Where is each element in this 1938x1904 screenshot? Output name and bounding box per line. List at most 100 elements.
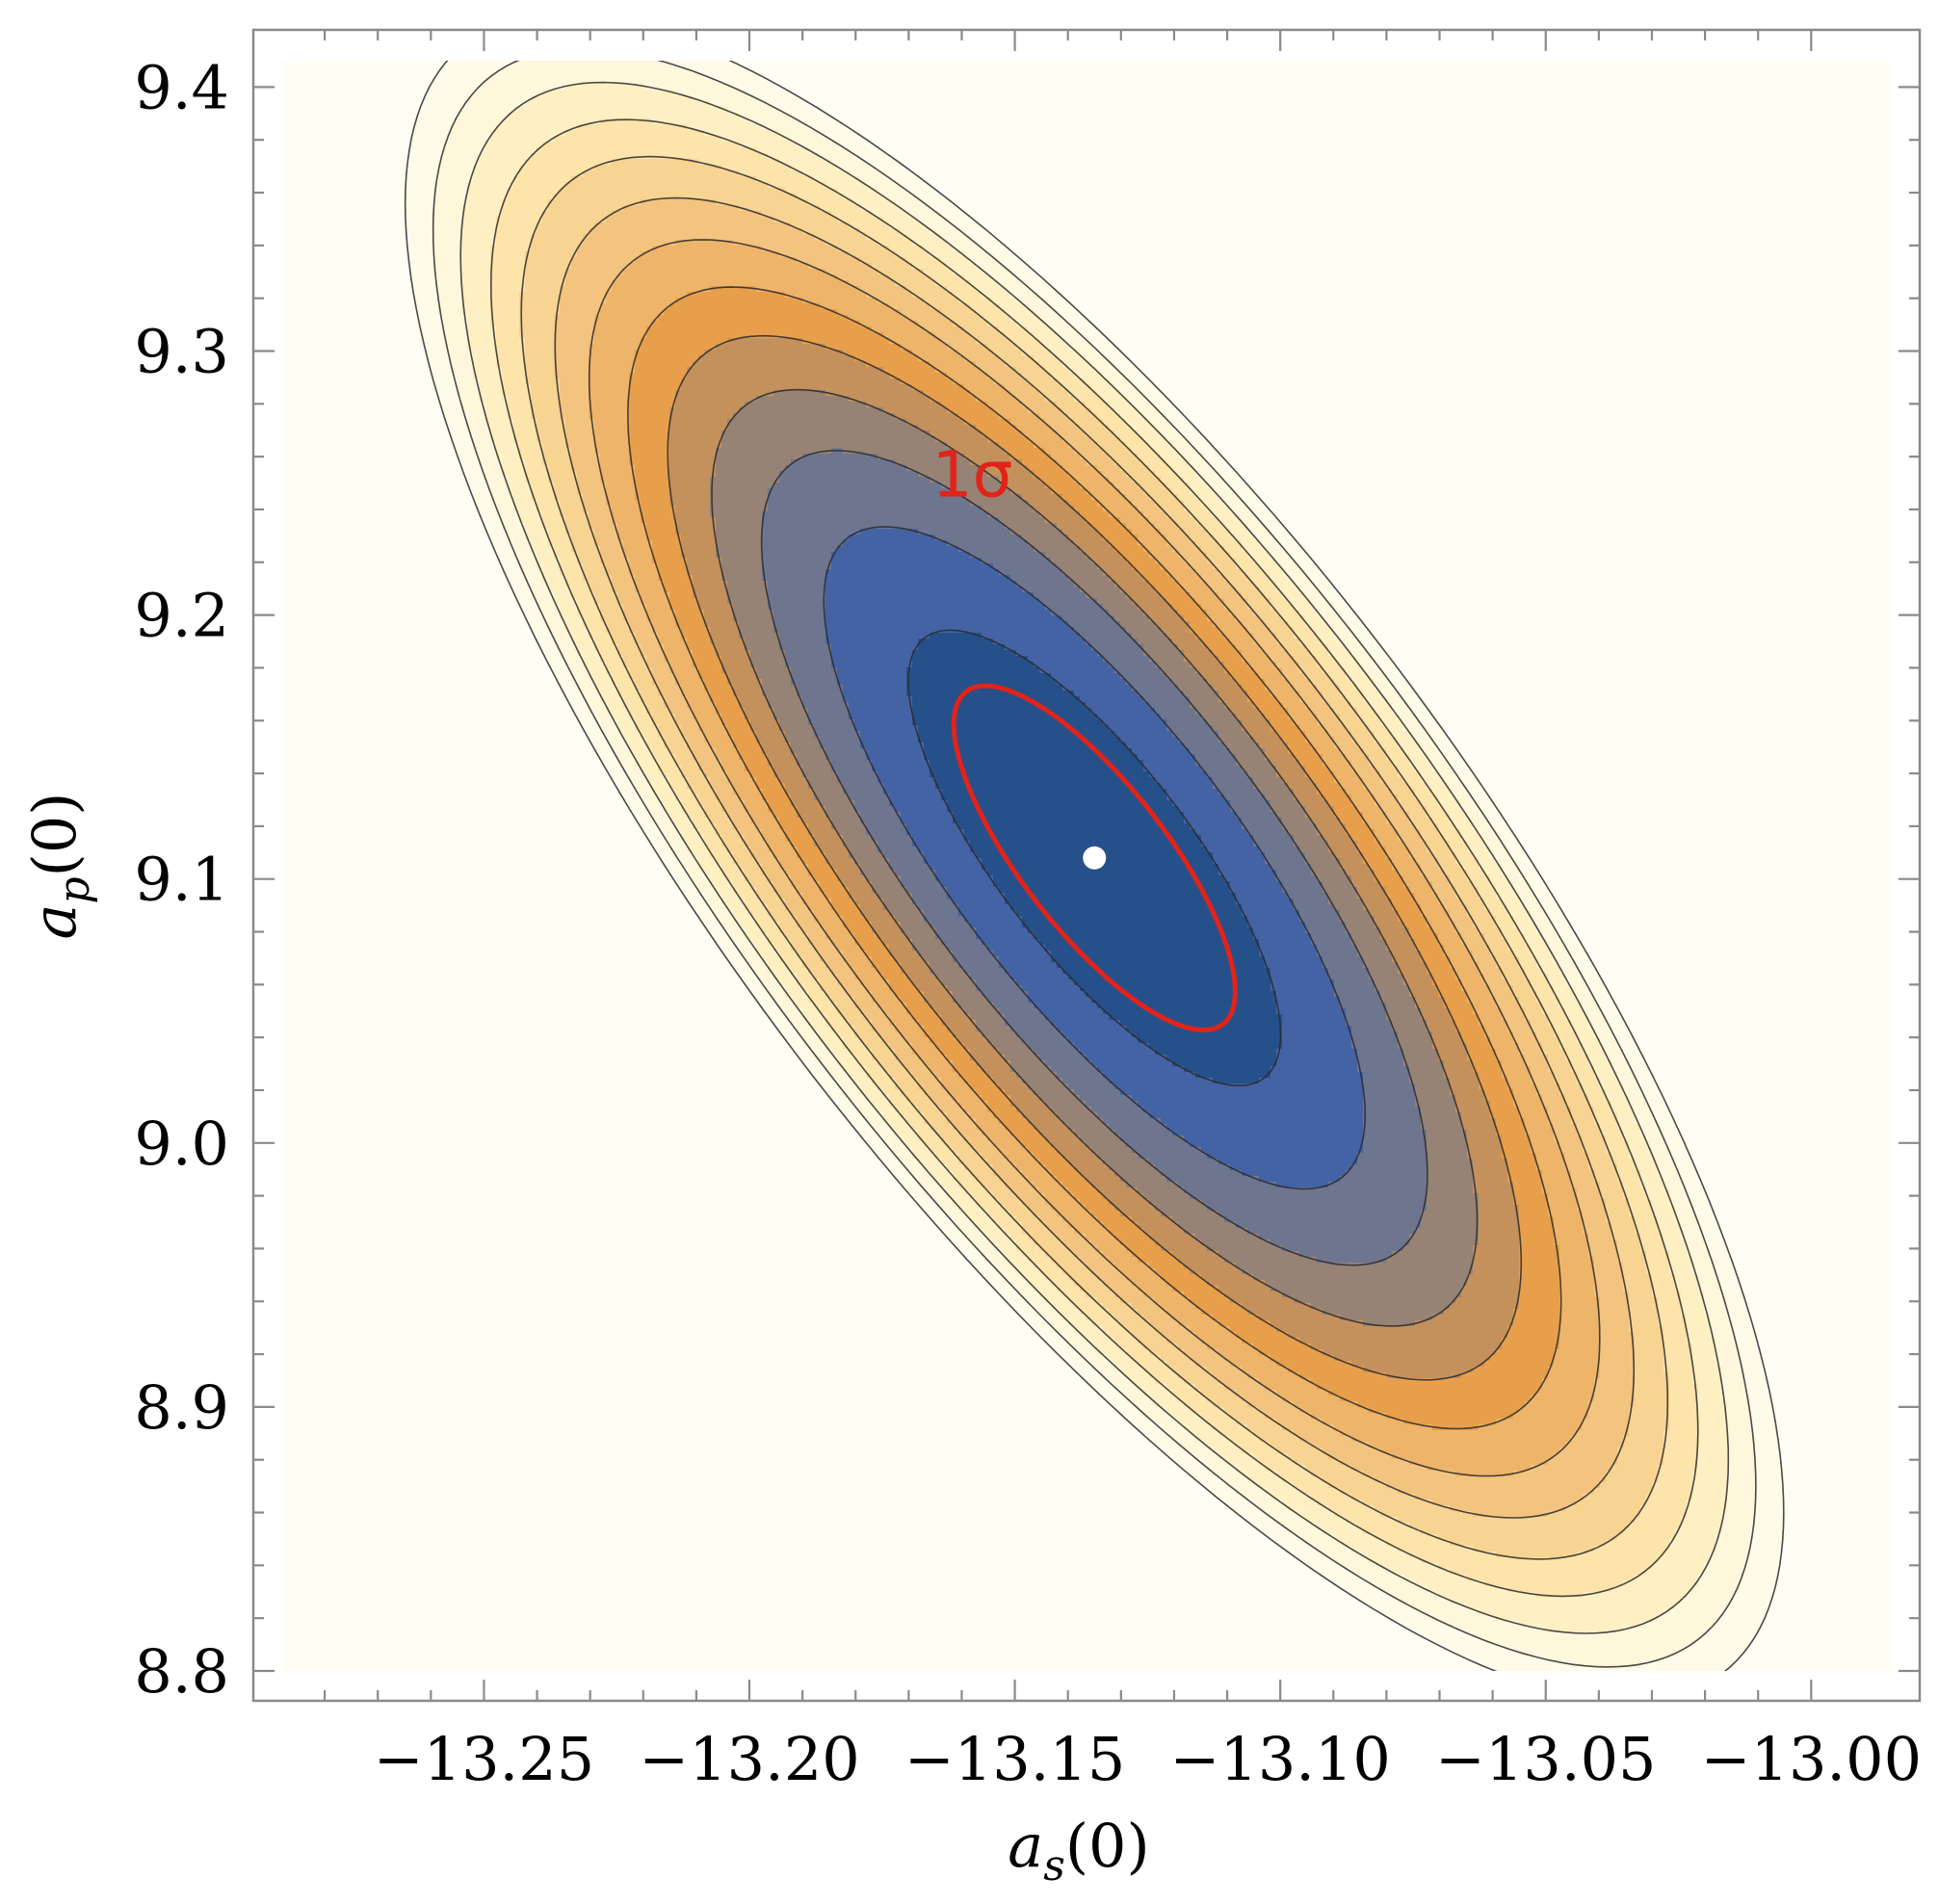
contour-band-2 [1363, 1107, 1422, 1113]
contour-band-11 [1721, 1378, 1745, 1385]
contour-band-8 [646, 708, 670, 715]
contour-band-7 [1184, 558, 1208, 564]
contour-band-12 [1253, 511, 1277, 518]
contour-band-3 [721, 569, 763, 576]
contour-band-10 [1548, 979, 1566, 986]
contour-band-3 [779, 719, 809, 726]
contour-band-13 [1750, 1315, 1891, 1321]
contour-band-5 [895, 991, 925, 998]
contour-band-13 [282, 1153, 878, 1160]
contour-band-9 [1178, 494, 1196, 501]
contour-band-10 [1658, 1222, 1682, 1229]
contour-band-4 [1010, 1095, 1040, 1102]
contour-band-7 [958, 1130, 982, 1136]
plot-area [282, 61, 1891, 1671]
contour-band-11 [1288, 575, 1312, 582]
contour-band-6 [970, 390, 1011, 397]
contour-band-3 [1357, 951, 1393, 957]
contour-band-6 [1207, 610, 1231, 616]
contour-band-2 [866, 829, 907, 836]
contour-band-9 [681, 806, 705, 813]
contour-band-0 [912, 656, 1029, 663]
contour-band-10 [1062, 361, 1092, 368]
contour-band-3 [1213, 725, 1243, 732]
contour-band-1 [843, 696, 913, 703]
contour-band-8 [1178, 1372, 1214, 1379]
contour-band-9 [958, 298, 994, 304]
contour-band-10 [1687, 1315, 1711, 1321]
contour-band-10 [537, 563, 561, 570]
contour-band-4 [727, 679, 763, 686]
contour-band-11 [646, 84, 734, 91]
contour-band-9 [1114, 430, 1139, 437]
contour-band-13 [1051, 280, 1891, 287]
contour-band-6 [1542, 1378, 1595, 1385]
contour-band-12 [982, 1274, 1006, 1281]
contour-band-8 [600, 615, 624, 622]
contour-band-5 [1490, 1355, 1555, 1362]
contour-band-5 [1363, 858, 1393, 865]
contour-band-9 [1340, 691, 1364, 697]
contour-band-2 [762, 552, 832, 559]
contour-band-9 [877, 1083, 896, 1090]
contour-band-10 [1681, 1309, 1705, 1316]
contour-band-11 [1617, 1072, 1636, 1079]
contour-band-6 [970, 1112, 994, 1119]
contour-band-11 [438, 309, 462, 316]
contour-band-11 [432, 194, 468, 200]
contour-band-6 [1097, 1245, 1127, 1252]
contour-band-11 [779, 1003, 798, 1009]
contour-band-6 [623, 269, 826, 275]
contour-band-12 [617, 783, 636, 790]
contour-band-2 [924, 916, 965, 923]
contour-band-9 [1120, 1343, 1144, 1350]
contour-band-3 [837, 829, 867, 836]
contour-band-9 [1559, 1037, 1578, 1044]
contour-band-1 [1282, 1031, 1352, 1038]
contour-band-11 [906, 1164, 925, 1171]
contour-band-11 [513, 61, 670, 67]
contour-band-13 [1623, 1014, 1891, 1021]
contour-band-5 [698, 667, 722, 674]
contour-band-7 [1028, 1205, 1052, 1212]
contour-band-10 [849, 1072, 867, 1079]
contour-band-2 [935, 933, 977, 940]
contour-band-10 [1658, 1216, 1676, 1223]
contour-band-9 [1409, 783, 1427, 790]
contour-band-6 [877, 1003, 907, 1009]
contour-band-10 [502, 471, 526, 478]
contour-band-11 [1692, 1268, 1716, 1275]
contour-band-12 [739, 974, 757, 980]
contour-band-4 [982, 1066, 1011, 1073]
contour-band-5 [727, 725, 751, 732]
contour-band-7 [1554, 1124, 1578, 1131]
contour-band-9 [762, 927, 780, 934]
contour-band-13 [1427, 702, 1891, 709]
contour-band-5 [768, 800, 792, 807]
contour-band-10 [1577, 1037, 1601, 1044]
contour-band-6 [1473, 1008, 1503, 1015]
contour-band-12 [1727, 1297, 1745, 1304]
contour-band-7 [617, 598, 642, 605]
contour-band-12 [1311, 575, 1329, 582]
contour-band-5 [976, 425, 1017, 431]
contour-band-9 [1473, 881, 1491, 888]
contour-band-5 [646, 523, 676, 530]
contour-band-10 [1692, 1355, 1716, 1362]
contour-band-13 [282, 1343, 1052, 1350]
contour-band-10 [681, 835, 705, 842]
contour-band-10 [1652, 1205, 1676, 1212]
contour-band-3 [1265, 1280, 1468, 1287]
contour-band-5 [1328, 800, 1352, 807]
contour-band-6 [849, 315, 907, 322]
contour-band-7 [1068, 1245, 1098, 1252]
contour-band-7 [1213, 587, 1237, 593]
contour-band-4 [1479, 1193, 1514, 1200]
contour-band-9 [583, 621, 607, 628]
contour-band-1 [1253, 927, 1306, 934]
contour-band-13 [901, 159, 1891, 166]
contour-band-5 [1519, 1257, 1560, 1264]
contour-band-3 [1074, 581, 1115, 587]
contour-band-1 [837, 546, 959, 553]
contour-band-11 [976, 263, 1006, 270]
